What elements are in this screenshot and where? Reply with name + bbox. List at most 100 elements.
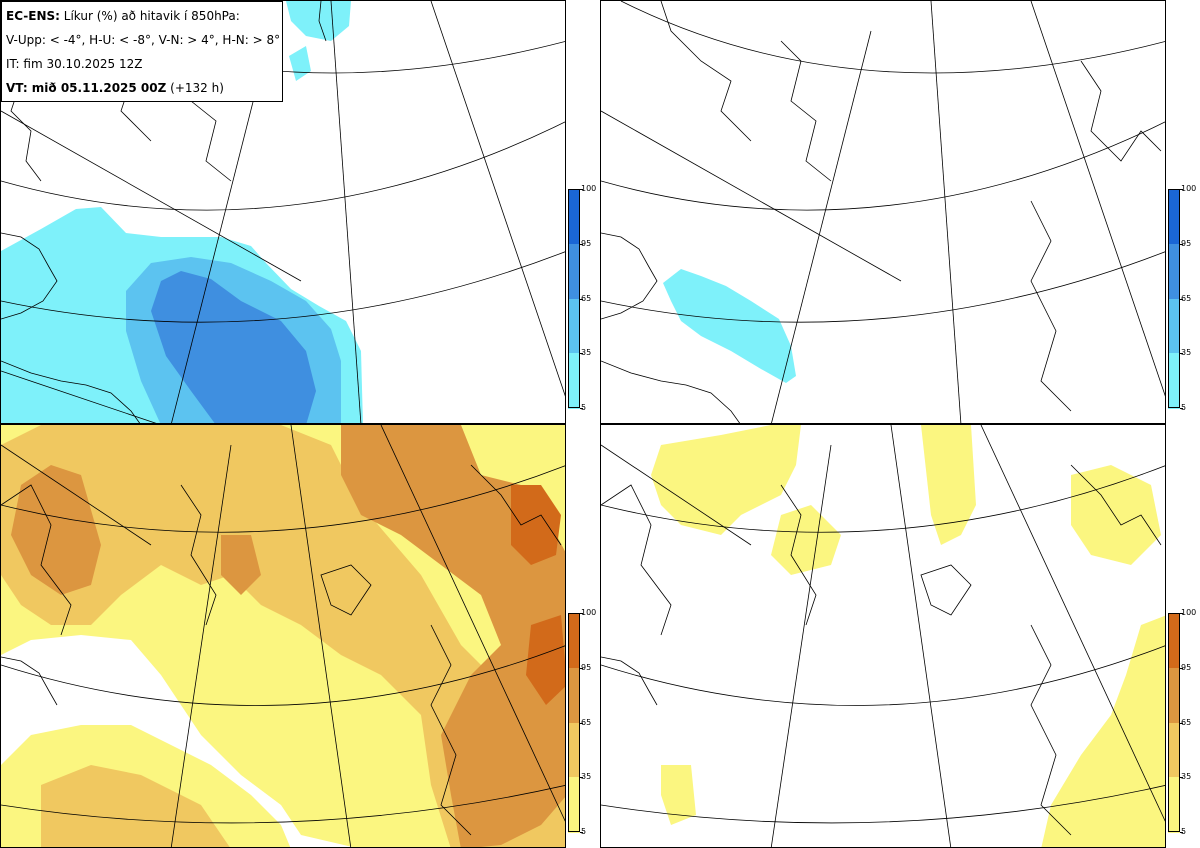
colorbar-frame <box>1168 613 1180 832</box>
prob-field-65 <box>11 465 101 595</box>
legend-init-time: IT: fim 30.10.2025 12Z <box>6 57 143 71</box>
coastlines <box>601 1 1162 423</box>
colorbar-tick-label: 65 <box>581 293 592 303</box>
colorbar-tickmark <box>1180 353 1183 355</box>
map-panel-warm-8 <box>600 424 1166 848</box>
prob-field-5f <box>661 765 696 825</box>
prob-field-5d <box>1071 465 1161 565</box>
colorbar-tick-label: 100 <box>1181 608 1197 617</box>
prob-field-5b <box>286 1 351 41</box>
legend-lead: (+132 h) <box>170 81 224 95</box>
colorbar-segment <box>1168 243 1180 299</box>
map-cold-4 <box>1 1 565 423</box>
colorbar-tickmark <box>1180 613 1183 614</box>
map-cold-8 <box>601 1 1165 423</box>
prob-field-35-south <box>41 765 230 847</box>
map-panel-warm-4 <box>0 424 566 848</box>
map-warm-8 <box>601 425 1165 847</box>
colorbar-tickmark <box>1180 777 1183 779</box>
colorbar-tickmark <box>1180 722 1183 724</box>
colorbar-tickmark <box>580 777 583 779</box>
legend-model: EC-ENS: <box>6 9 60 23</box>
prob-field-5b <box>771 505 841 575</box>
legend-thresholds: V-Upp: < -4°, H-U: < -8°, V-N: > 4°, H-N… <box>6 33 281 47</box>
colorbar-tick-label: 100 <box>581 608 597 617</box>
colorbar-tick-label: 65 <box>1181 293 1192 303</box>
colorbar-tickmark <box>1180 832 1183 833</box>
colorbar-tickmark <box>580 832 583 833</box>
colorbar-segment <box>1168 189 1180 245</box>
colorbar-tick-label: 5 <box>581 403 587 412</box>
colorbar-segment <box>1168 613 1180 669</box>
prob-field-95 <box>511 485 561 565</box>
colorbar-tickmark <box>580 243 583 245</box>
colorbar-tick-label: 100 <box>581 184 597 193</box>
prob-field-65 <box>151 271 316 423</box>
colorbar-tick-label: 100 <box>1181 184 1197 193</box>
prob-field-5e <box>1041 615 1165 847</box>
colorbar-segment <box>1168 777 1180 833</box>
colorbar-frame <box>568 189 580 408</box>
map-warm-4 <box>1 425 565 847</box>
prob-field-35 <box>1 425 565 847</box>
colorbar-blue-top: 100 95 65 35 5 <box>1168 185 1196 412</box>
prob-field-5 <box>663 269 796 383</box>
colorbar-segment <box>568 722 580 778</box>
colorbar-segment <box>1168 722 1180 778</box>
colorbar-tickmark <box>1180 189 1183 190</box>
colorbar-segment <box>568 613 580 669</box>
colorbar-tickmark <box>580 667 583 669</box>
colorbar-segment <box>568 189 580 245</box>
colorbar-tickmark <box>580 722 583 724</box>
colorbar-frame <box>568 613 580 832</box>
map-legend-box: EC-ENS: Líkur (%) að hitavik í 850hPa: V… <box>1 1 283 102</box>
colorbar-tick-label: 95 <box>581 238 592 248</box>
colorbar-orange-left: 100 95 65 35 5 <box>568 609 596 836</box>
colorbar-segment <box>1168 298 1180 354</box>
legend-title-line: EC-ENS: Líkur (%) að hitavik í 850hPa: <box>6 6 278 30</box>
coastlines <box>1 464 562 836</box>
colorbar-segment <box>568 353 580 409</box>
colorbar-tickmark <box>1180 298 1183 300</box>
graticule <box>1 425 565 847</box>
colorbar-tick-label: 35 <box>581 348 592 358</box>
colorbar-tickmark <box>580 189 583 190</box>
prob-field-5c <box>289 46 311 81</box>
colorbar-segment <box>568 777 580 833</box>
colorbar-tick-label: 5 <box>581 827 587 836</box>
colorbar-tick-label: 35 <box>581 772 592 782</box>
colorbar-tick-label: 5 <box>1181 827 1187 836</box>
prob-field-65b <box>341 425 565 847</box>
colorbar-tick-label: 5 <box>1181 403 1187 412</box>
map-panel-cold-4: EC-ENS: Líkur (%) að hitavik í 850hPa: V… <box>0 0 566 424</box>
colorbar-tickmark <box>580 408 583 409</box>
colorbar-tickmark <box>580 613 583 614</box>
colorbar-tickmark <box>580 353 583 355</box>
colorbar-segment <box>568 667 580 723</box>
prob-field-95b <box>526 615 565 705</box>
colorbar-segment <box>568 243 580 299</box>
colorbar-segment <box>1168 667 1180 723</box>
map-panel-cold-8 <box>600 0 1166 424</box>
prob-field-5 <box>651 425 801 535</box>
colorbar-tick-label: 65 <box>1181 717 1192 727</box>
colorbar-tick-label: 95 <box>581 662 592 672</box>
colorbar-tick-label: 65 <box>581 717 592 727</box>
graticule <box>601 425 1165 847</box>
colorbar-orange-right: 100 95 65 35 5 <box>1168 609 1196 836</box>
colorbar-tickmark <box>1180 243 1183 245</box>
graticule <box>601 1 1165 423</box>
colorbar-tickmark <box>1180 667 1183 669</box>
colorbar-segment <box>568 298 580 354</box>
legend-valid-time: VT: mið 05.11.2025 00Z <box>6 81 167 95</box>
colorbar-frame <box>1168 189 1180 408</box>
legend-title: Líkur (%) að hitavik í 850hPa: <box>63 9 240 23</box>
colorbar-tickmark <box>1180 408 1183 409</box>
prob-field-5c <box>921 425 976 545</box>
colorbar-tickmark <box>580 298 583 300</box>
colorbar-tick-label: 35 <box>1181 348 1192 358</box>
colorbar-tick-label: 35 <box>1181 772 1192 782</box>
coastlines <box>601 464 1162 836</box>
prob-field-65c <box>221 535 261 595</box>
colorbar-tick-label: 95 <box>1181 238 1192 248</box>
